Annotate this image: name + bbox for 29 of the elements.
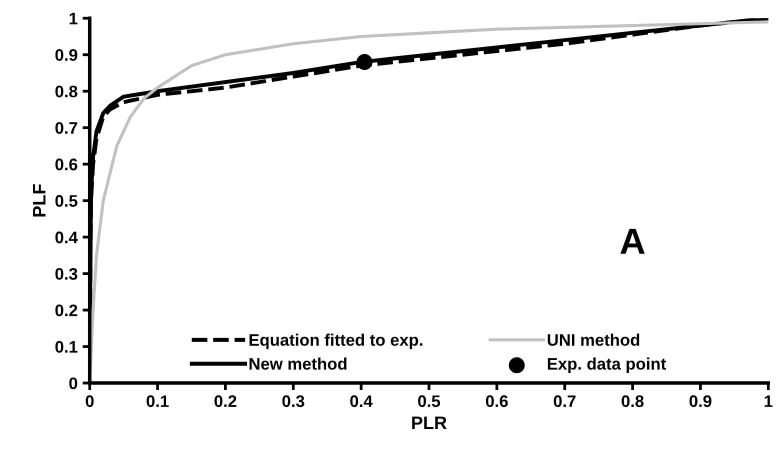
x-tick-label: 0.2 (214, 395, 236, 408)
legend-label: Equation fitted to exp. (250, 334, 422, 350)
x-tick-label: 0.3 (282, 395, 304, 408)
x-tick-label: 0.5 (418, 395, 440, 408)
y-tick-label: 1 (70, 12, 78, 24)
x-tick-label: 0.1 (146, 395, 169, 408)
legend-label: New method (250, 358, 346, 370)
y-tick-label: 0.3 (55, 268, 78, 280)
y-tick-label: 0.8 (55, 86, 78, 98)
x-tick-label: 0.6 (486, 395, 508, 408)
x-tick-label: 0 (86, 395, 94, 408)
x-tick-label: 0.7 (554, 395, 576, 408)
legend-label: Exp. data point (548, 358, 666, 374)
x-tick-label: 0.4 (350, 395, 373, 408)
y-tick-label: 0.1 (55, 340, 78, 353)
y-tick-label: 0.7 (55, 122, 78, 134)
x-tick-label: 1 (764, 395, 772, 407)
x-axis-title: PLR (412, 416, 447, 430)
legend-label: UNI method (548, 334, 640, 346)
y-tick-label: 0.9 (55, 49, 78, 61)
x-tick-label: 0.9 (690, 395, 712, 408)
y-tick-label: 0.5 (55, 195, 78, 207)
y-tick-label: 0.2 (55, 304, 78, 316)
x-tick-label: 0.8 (622, 395, 644, 408)
annotation: A (620, 228, 645, 254)
y-axis-title: PLF (33, 184, 46, 216)
y-tick-label: 0.6 (55, 158, 78, 170)
y-tick-label: 0.4 (55, 232, 78, 244)
y-tick-label: 0 (69, 377, 78, 390)
